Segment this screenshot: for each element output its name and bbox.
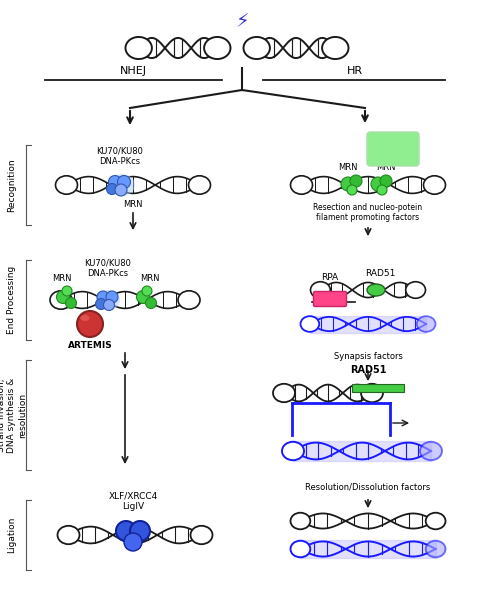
Text: MRN: MRN [123, 200, 143, 209]
Ellipse shape [426, 513, 445, 529]
Circle shape [130, 521, 150, 541]
Text: RAD51: RAD51 [365, 269, 395, 278]
Circle shape [106, 291, 118, 303]
Ellipse shape [125, 37, 152, 59]
Ellipse shape [273, 384, 295, 402]
Text: ATM: ATM [381, 144, 405, 154]
Circle shape [347, 185, 357, 195]
Text: KU70/KU80
DNA-PKcs: KU70/KU80 DNA-PKcs [97, 146, 143, 166]
Ellipse shape [420, 442, 442, 460]
Text: Synapsis factors: Synapsis factors [333, 352, 402, 361]
Text: MRN: MRN [52, 274, 72, 283]
Circle shape [377, 185, 387, 195]
Circle shape [97, 291, 109, 303]
Text: Recognition: Recognition [7, 158, 16, 212]
Ellipse shape [301, 316, 319, 332]
Circle shape [65, 298, 76, 308]
Ellipse shape [417, 316, 436, 332]
Circle shape [118, 175, 131, 188]
Ellipse shape [243, 37, 270, 59]
Bar [352, 384, 404, 392]
Ellipse shape [367, 284, 385, 296]
Ellipse shape [406, 282, 425, 298]
Text: KU70/KU80
DNA-PKcs: KU70/KU80 DNA-PKcs [85, 259, 132, 278]
Text: RAD51: RAD51 [350, 365, 386, 375]
Text: Ligation: Ligation [7, 517, 16, 553]
Circle shape [77, 311, 103, 337]
Text: HR: HR [347, 66, 363, 76]
FancyBboxPatch shape [314, 292, 347, 307]
Circle shape [104, 299, 115, 311]
Ellipse shape [56, 176, 77, 194]
Circle shape [350, 175, 362, 187]
Ellipse shape [178, 291, 200, 309]
Circle shape [115, 184, 127, 196]
Circle shape [108, 175, 121, 188]
Text: MRN: MRN [140, 274, 160, 283]
Ellipse shape [311, 282, 330, 298]
Ellipse shape [322, 37, 348, 59]
Ellipse shape [204, 37, 230, 59]
Ellipse shape [282, 442, 304, 460]
Ellipse shape [109, 174, 135, 196]
Ellipse shape [80, 315, 90, 321]
Text: ARTEMIS: ARTEMIS [68, 341, 112, 350]
Ellipse shape [424, 176, 445, 194]
Circle shape [116, 521, 136, 541]
Text: Resection and nucleo-potein
filament promoting factors: Resection and nucleo-potein filament pro… [314, 203, 423, 223]
Circle shape [380, 175, 392, 187]
Ellipse shape [290, 541, 310, 557]
Ellipse shape [426, 541, 445, 557]
Circle shape [57, 290, 70, 304]
Text: MRN: MRN [338, 163, 358, 172]
Circle shape [136, 290, 150, 304]
Ellipse shape [96, 290, 120, 310]
Text: End Processing: End Processing [7, 266, 16, 334]
Text: NHEJ: NHEJ [120, 66, 147, 76]
Circle shape [124, 533, 142, 551]
Text: Resolution/Dissolution factors: Resolution/Dissolution factors [305, 483, 431, 492]
Circle shape [371, 177, 385, 191]
Ellipse shape [361, 384, 383, 402]
Text: Strand invasion,
DNA synthesis &
resolution: Strand invasion, DNA synthesis & resolut… [0, 377, 27, 452]
Text: ⚡: ⚡ [235, 12, 249, 31]
Text: RPA: RPA [321, 273, 339, 282]
Ellipse shape [191, 526, 212, 544]
Text: XLF/XRCC4
LigIV: XLF/XRCC4 LigIV [108, 491, 158, 511]
Text: MRN: MRN [376, 163, 396, 172]
Circle shape [341, 177, 355, 191]
Ellipse shape [290, 513, 310, 529]
Ellipse shape [58, 526, 79, 544]
Circle shape [146, 298, 156, 308]
Ellipse shape [290, 176, 313, 194]
FancyBboxPatch shape [367, 132, 419, 166]
Circle shape [106, 184, 118, 194]
Circle shape [95, 298, 106, 310]
Circle shape [142, 286, 152, 296]
Circle shape [62, 286, 72, 296]
Ellipse shape [50, 291, 72, 309]
Ellipse shape [188, 176, 211, 194]
